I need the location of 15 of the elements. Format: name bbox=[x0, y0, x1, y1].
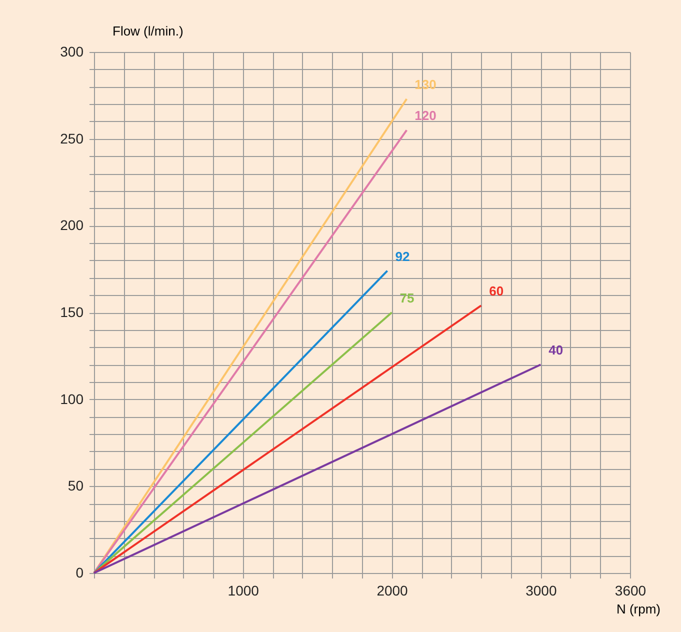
y-tick-label: 150 bbox=[60, 304, 84, 320]
x-axis-title: N (rpm) bbox=[616, 602, 660, 616]
x-tick-label: 2000 bbox=[376, 582, 408, 598]
x-tick-label: 3000 bbox=[526, 582, 557, 598]
y-tick-label: 250 bbox=[60, 130, 84, 146]
y-tick-label: 0 bbox=[76, 564, 84, 580]
x-tick-label: 1000 bbox=[228, 582, 260, 598]
series-label: 60 bbox=[489, 284, 504, 299]
y-tick-label: 300 bbox=[60, 44, 84, 60]
y-tick-label: 100 bbox=[60, 390, 84, 407]
series-label: 92 bbox=[395, 248, 410, 264]
x-tick-label: 3600 bbox=[614, 582, 646, 598]
y-tick-label: 50 bbox=[68, 478, 84, 494]
y-axis-title: Flow (l/min.) bbox=[112, 24, 184, 38]
y-tick-label: 200 bbox=[60, 217, 84, 234]
